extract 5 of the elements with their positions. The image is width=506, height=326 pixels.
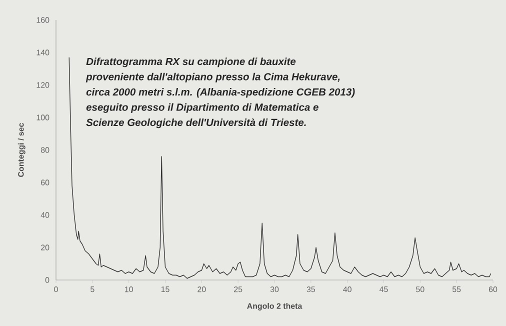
annotation: circa 2000 metri s.l.m. (Albania-spedizione CGEB 2013) [86, 88, 355, 98]
annotation: Scienze Geologiche dell'Università di Trieste. [86, 118, 306, 128]
annotation: Difrattogramma RX su campione di bauxite [86, 58, 296, 68]
annotation: eseguito presso il Dipartimento di Matematica e [86, 103, 318, 113]
annotation: proveniente dall'altopiano presso la Cima Hekurave, [86, 72, 340, 82]
